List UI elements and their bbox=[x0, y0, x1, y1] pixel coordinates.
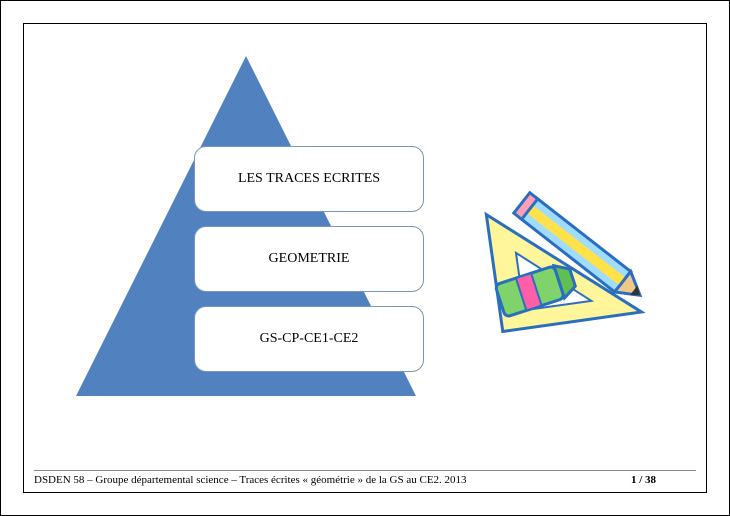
card-label: GS-CP-CE1-CE2 bbox=[260, 331, 359, 347]
page: LES TRACES ECRITES GEOMETRIE GS-CP-CE1-C… bbox=[0, 0, 730, 516]
card-geometrie: GEOMETRIE bbox=[194, 226, 424, 292]
card-label: GEOMETRIE bbox=[269, 251, 350, 267]
footer-text: DSDEN 58 – Groupe départemental science … bbox=[34, 474, 467, 486]
footer: DSDEN 58 – Groupe départemental science … bbox=[34, 470, 696, 486]
card-levels: GS-CP-CE1-CE2 bbox=[194, 306, 424, 372]
card-traces-ecrites: LES TRACES ECRITES bbox=[194, 146, 424, 212]
card-label: LES TRACES ECRITES bbox=[238, 171, 380, 187]
page-inner-frame: LES TRACES ECRITES GEOMETRIE GS-CP-CE1-C… bbox=[23, 23, 707, 493]
page-sep: / bbox=[636, 474, 645, 486]
page-total: 38 bbox=[645, 474, 656, 486]
geometry-tools-icon bbox=[476, 174, 656, 334]
card-stack: LES TRACES ECRITES GEOMETRIE GS-CP-CE1-C… bbox=[194, 146, 424, 372]
page-number: 1 / 38 bbox=[631, 474, 696, 486]
triangle-diagram: LES TRACES ECRITES GEOMETRIE GS-CP-CE1-C… bbox=[76, 56, 416, 396]
